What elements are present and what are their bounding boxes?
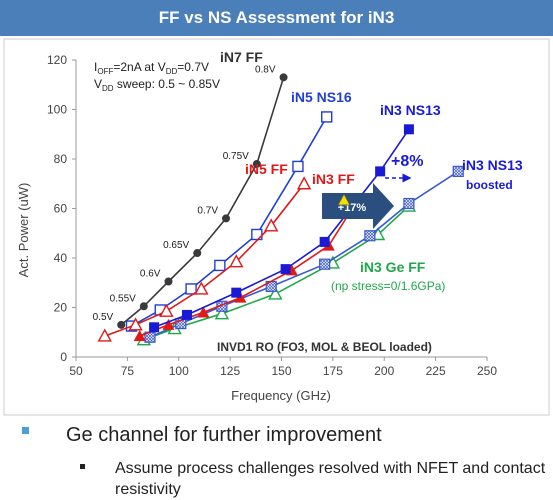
vdd-label: 0.6V xyxy=(140,269,161,280)
ro-loading-note: INVD1 RO (FO3, MOL & BEOL loaded) xyxy=(217,340,432,354)
data-point-in3-ns13-boosted xyxy=(320,259,330,269)
vdd-label: 0.5V xyxy=(93,312,114,323)
x-axis-title: Frequency (GHz) xyxy=(231,388,331,403)
label-in3-ff: iN3 FF xyxy=(312,171,355,187)
x-tick-label: 175 xyxy=(323,364,343,378)
label-in3-ns13-boosted-line2: boosted xyxy=(466,178,513,192)
data-point-in7-ff xyxy=(140,302,148,310)
label-in5-ns16: iN5 NS16 xyxy=(291,89,352,105)
vdd-label: 0.75V xyxy=(223,151,249,162)
data-point-in3-ns13 xyxy=(281,264,291,274)
data-point-in3-ns13-boosted xyxy=(404,199,414,209)
vdd-sweep-label: VDD sweep: 0.5 ~ 0.85V xyxy=(94,77,220,93)
label-in3-ns13-boosted-line1: iN3 NS13 xyxy=(462,157,523,173)
label-in7-ff: iN7 FF xyxy=(220,49,263,65)
x-tick-label: 75 xyxy=(121,364,135,378)
vdd-label: 0.65V xyxy=(163,240,189,251)
label-in3-ns13: iN3 NS13 xyxy=(380,102,441,118)
y-axis-title: Act. Power (uW) xyxy=(16,183,31,278)
y-tick-label: 80 xyxy=(54,152,68,166)
data-point-in3-ns13-boosted xyxy=(365,231,375,241)
label-in3-ge-ff: iN3 Ge FF xyxy=(360,259,426,275)
data-point-in7-ff xyxy=(222,214,230,222)
bullet-dot-icon xyxy=(80,464,85,469)
page-title: FF vs NS Assessment for iN3 xyxy=(0,0,553,36)
vdd-label: 0.7V xyxy=(197,205,218,216)
x-tick-label: 225 xyxy=(426,364,446,378)
bullet-square-icon xyxy=(22,427,29,434)
data-point-in3-ns13 xyxy=(231,288,241,298)
data-point-in5-ns16 xyxy=(322,112,332,122)
data-point-in3-ns13 xyxy=(182,310,192,320)
ge-stress-note: (np stress=0/1.6GPa) xyxy=(331,279,445,293)
x-tick-label: 150 xyxy=(271,364,291,378)
data-point-in5-ns16 xyxy=(215,260,225,270)
data-point-in3-ns13 xyxy=(375,166,385,176)
x-tick-label: 100 xyxy=(169,364,189,378)
x-tick-label: 250 xyxy=(477,364,497,378)
data-point-in5-ns16 xyxy=(293,161,303,171)
data-point-in7-ff xyxy=(164,278,172,286)
bullet-main-text: Ge channel for further improvement xyxy=(66,424,382,447)
x-tick-label: 50 xyxy=(69,364,83,378)
ioff-post: =0.7V xyxy=(177,60,209,74)
power-vs-frequency-chart: 50 75 100 125 150 175 200 225 250 0 20 40 60 80 100 120… xyxy=(0,36,553,418)
ioff-sub: OFF xyxy=(97,67,113,76)
bullet-sub-text: Assume process challenges resolved with … xyxy=(115,458,550,500)
plus8-label: +8% xyxy=(391,153,423,170)
vdd-label: 0.55V xyxy=(110,293,136,304)
data-point-in7-ff xyxy=(193,249,201,257)
data-point-in7-ff xyxy=(117,321,125,329)
vdd-sub: DD xyxy=(102,84,114,93)
ioff-sub2: DD xyxy=(166,67,178,76)
y-tick-label: 100 xyxy=(47,103,67,117)
vdd-post: sweep: 0.5 ~ 0.85V xyxy=(114,77,220,91)
y-tick-label: 40 xyxy=(54,251,68,265)
x-tick-label: 200 xyxy=(374,364,394,378)
title-text: FF vs NS Assessment for iN3 xyxy=(159,8,395,28)
vdd-v: V xyxy=(94,77,102,91)
label-in5-ff: iN5 FF xyxy=(245,161,288,177)
chart-background xyxy=(0,36,553,418)
y-tick-label: 20 xyxy=(54,301,68,315)
data-point-in3-ns13 xyxy=(149,322,159,332)
data-point-in3-ns13 xyxy=(404,124,414,134)
y-tick-label: 60 xyxy=(54,202,68,216)
x-tick-label: 125 xyxy=(220,364,240,378)
y-tick-label: 120 xyxy=(47,53,67,67)
data-point-in7-ff xyxy=(280,73,288,81)
data-point-in3-ns13 xyxy=(320,237,330,247)
vdd-label: 0.8V xyxy=(255,64,276,75)
ioff-mid: =2nA at V xyxy=(113,60,165,74)
y-tick-label: 0 xyxy=(60,350,67,364)
